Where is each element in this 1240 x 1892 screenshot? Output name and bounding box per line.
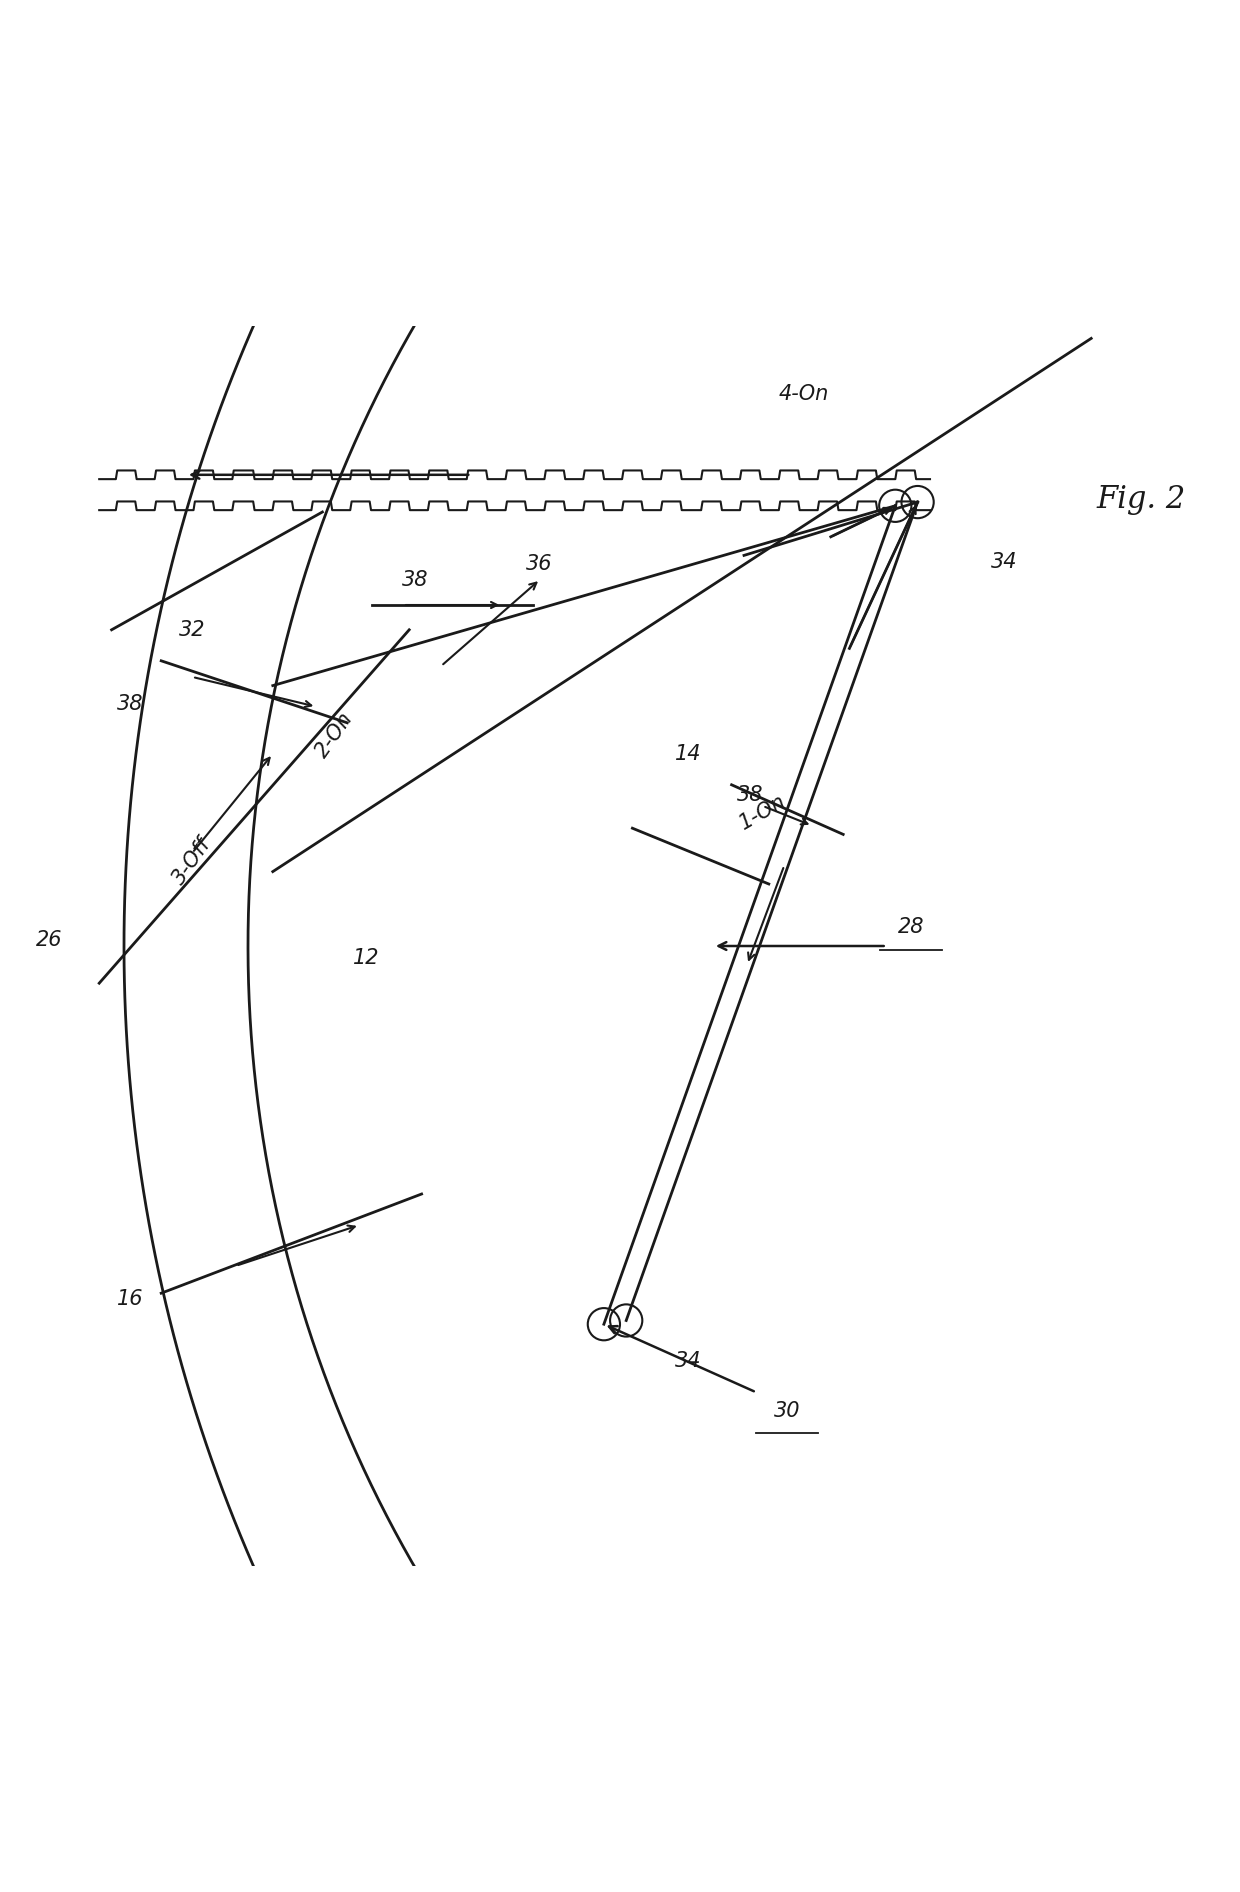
Text: 36: 36 [526,554,553,573]
Text: 38: 38 [737,785,764,804]
Text: 16: 16 [117,1290,144,1309]
Text: 14: 14 [675,744,702,764]
Text: 26: 26 [36,929,63,950]
Text: 1-On: 1-On [735,791,790,832]
Text: 12: 12 [352,948,379,969]
Text: 3-Off: 3-Off [169,834,216,889]
Text: 38: 38 [402,569,429,590]
Text: 28: 28 [898,918,925,937]
Text: 34: 34 [675,1351,702,1372]
Text: 2-On: 2-On [312,710,357,762]
Text: 30: 30 [774,1400,801,1421]
Text: 32: 32 [179,621,206,639]
Text: Fig. 2: Fig. 2 [1096,484,1185,515]
Text: 4-On: 4-On [779,384,828,405]
Text: 34: 34 [991,552,1018,571]
Text: 38: 38 [117,694,144,713]
